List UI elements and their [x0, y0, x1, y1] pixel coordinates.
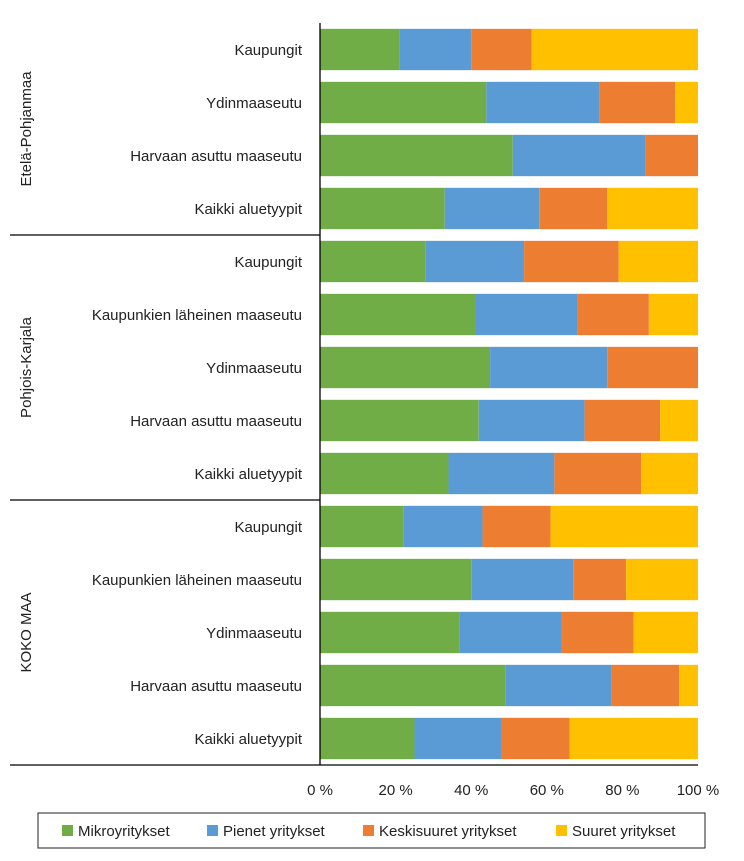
legend-label-pienet-yritykset: Pienet yritykset [223, 823, 326, 840]
legend-swatch-keskisuuret-yritykset [363, 825, 374, 836]
x-tick-label-0: 0 % [307, 782, 333, 799]
bar-suuret-yritykset-11 [626, 558, 698, 601]
bar-suuret-yritykset-9 [641, 452, 698, 495]
bar-mikroyritykset-8 [320, 399, 479, 442]
category-label-5: Kaupungit [234, 254, 302, 271]
bar-mikroyritykset-12 [320, 611, 460, 654]
category-label-9: Kaikki aluetyypit [194, 466, 302, 483]
bar-keskisuuret-yritykset-14 [501, 717, 570, 760]
bar-pienet-yritykset-10 [403, 505, 483, 548]
bar-suuret-yritykset-13 [679, 664, 698, 707]
bar-keskisuuret-yritykset-9 [554, 452, 642, 495]
bar-pienet-yritykset-7 [490, 346, 608, 389]
category-label-3: Harvaan asuttu maaseutu [130, 148, 302, 165]
group-label-pohjois-karjala: Pohjois-Karjala [18, 316, 35, 418]
bar-pienet-yritykset-6 [474, 293, 578, 336]
category-label-2: Ydinmaaseutu [206, 95, 302, 112]
category-label-12: Ydinmaaseutu [206, 625, 302, 642]
bar-pienet-yritykset-12 [459, 611, 562, 654]
bar-suuret-yritykset-8 [660, 399, 698, 442]
bar-keskisuuret-yritykset-10 [482, 505, 551, 548]
bar-keskisuuret-yritykset-3 [645, 134, 698, 177]
bar-mikroyritykset-5 [320, 240, 426, 283]
bar-keskisuuret-yritykset-5 [524, 240, 619, 283]
bar-suuret-yritykset-6 [648, 293, 698, 336]
bar-mikroyritykset-4 [320, 187, 445, 230]
bar-pienet-yritykset-9 [448, 452, 555, 495]
bar-pienet-yritykset-8 [478, 399, 585, 442]
bar-suuret-yritykset-12 [633, 611, 698, 654]
legend-label-keskisuuret-yritykset: Keskisuuret yritykset [379, 823, 517, 840]
bar-mikroyritykset-2 [320, 81, 487, 124]
category-label-10: Kaupungit [234, 519, 302, 536]
category-label-11: Kaupunkien läheinen maaseutu [92, 572, 302, 589]
bar-pienet-yritykset-3 [512, 134, 646, 177]
bar-mikroyritykset-7 [320, 346, 491, 389]
bar-keskisuuret-yritykset-2 [599, 81, 676, 124]
category-label-7: Ydinmaaseutu [206, 360, 302, 377]
legend-label-suuret-yritykset: Suuret yritykset [572, 823, 676, 840]
bar-suuret-yritykset-14 [569, 717, 698, 760]
bar-mikroyritykset-3 [320, 134, 513, 177]
bar-suuret-yritykset-5 [618, 240, 698, 283]
x-tick-label-5: 100 % [677, 782, 720, 799]
x-tick-label-1: 20 % [378, 782, 412, 799]
x-tick-label-3: 60 % [530, 782, 564, 799]
bar-keskisuuret-yritykset-8 [584, 399, 661, 442]
bar-mikroyritykset-6 [320, 293, 475, 336]
bar-suuret-yritykset-10 [550, 505, 698, 548]
bar-mikroyritykset-11 [320, 558, 472, 601]
category-label-14: Kaikki aluetyypit [194, 731, 302, 748]
bar-mikroyritykset-9 [320, 452, 449, 495]
bar-mikroyritykset-1 [320, 28, 400, 71]
bar-mikroyritykset-13 [320, 664, 506, 707]
x-tick-label-2: 40 % [454, 782, 488, 799]
bar-keskisuuret-yritykset-1 [471, 28, 532, 71]
bar-pienet-yritykset-13 [505, 664, 612, 707]
bar-pienet-yritykset-11 [471, 558, 574, 601]
bar-pienet-yritykset-14 [414, 717, 502, 760]
bar-pienet-yritykset-2 [486, 81, 600, 124]
x-tick-label-4: 80 % [605, 782, 639, 799]
category-label-6: Kaupunkien läheinen maaseutu [92, 307, 302, 324]
group-label-etela-pohjanmaa: Etelä-Pohjanmaa [18, 71, 35, 187]
category-label-13: Harvaan asuttu maaseutu [130, 678, 302, 695]
bar-pienet-yritykset-5 [425, 240, 525, 283]
bar-mikroyritykset-14 [320, 717, 415, 760]
bar-keskisuuret-yritykset-13 [611, 664, 680, 707]
bar-pienet-yritykset-4 [444, 187, 540, 230]
bar-suuret-yritykset-1 [531, 28, 698, 71]
bar-mikroyritykset-10 [320, 505, 404, 548]
category-label-1: Kaupungit [234, 42, 302, 59]
bar-keskisuuret-yritykset-11 [573, 558, 627, 601]
bar-suuret-yritykset-4 [607, 187, 698, 230]
group-label-koko-maa: KOKO MAA [18, 592, 35, 672]
legend-swatch-suuret-yritykset [556, 825, 567, 836]
bar-keskisuuret-yritykset-4 [539, 187, 608, 230]
category-label-4: Kaikki aluetyypit [194, 201, 302, 218]
legend-label-mikroyritykset: Mikroyritykset [78, 823, 171, 840]
bar-suuret-yritykset-2 [675, 81, 698, 124]
bar-keskisuuret-yritykset-7 [607, 346, 698, 389]
legend-swatch-mikroyritykset [62, 825, 73, 836]
bar-keskisuuret-yritykset-12 [561, 611, 634, 654]
bar-keskisuuret-yritykset-6 [577, 293, 649, 336]
bar-pienet-yritykset-1 [399, 28, 472, 71]
legend-swatch-pienet-yritykset [207, 825, 218, 836]
category-label-8: Harvaan asuttu maaseutu [130, 413, 302, 430]
